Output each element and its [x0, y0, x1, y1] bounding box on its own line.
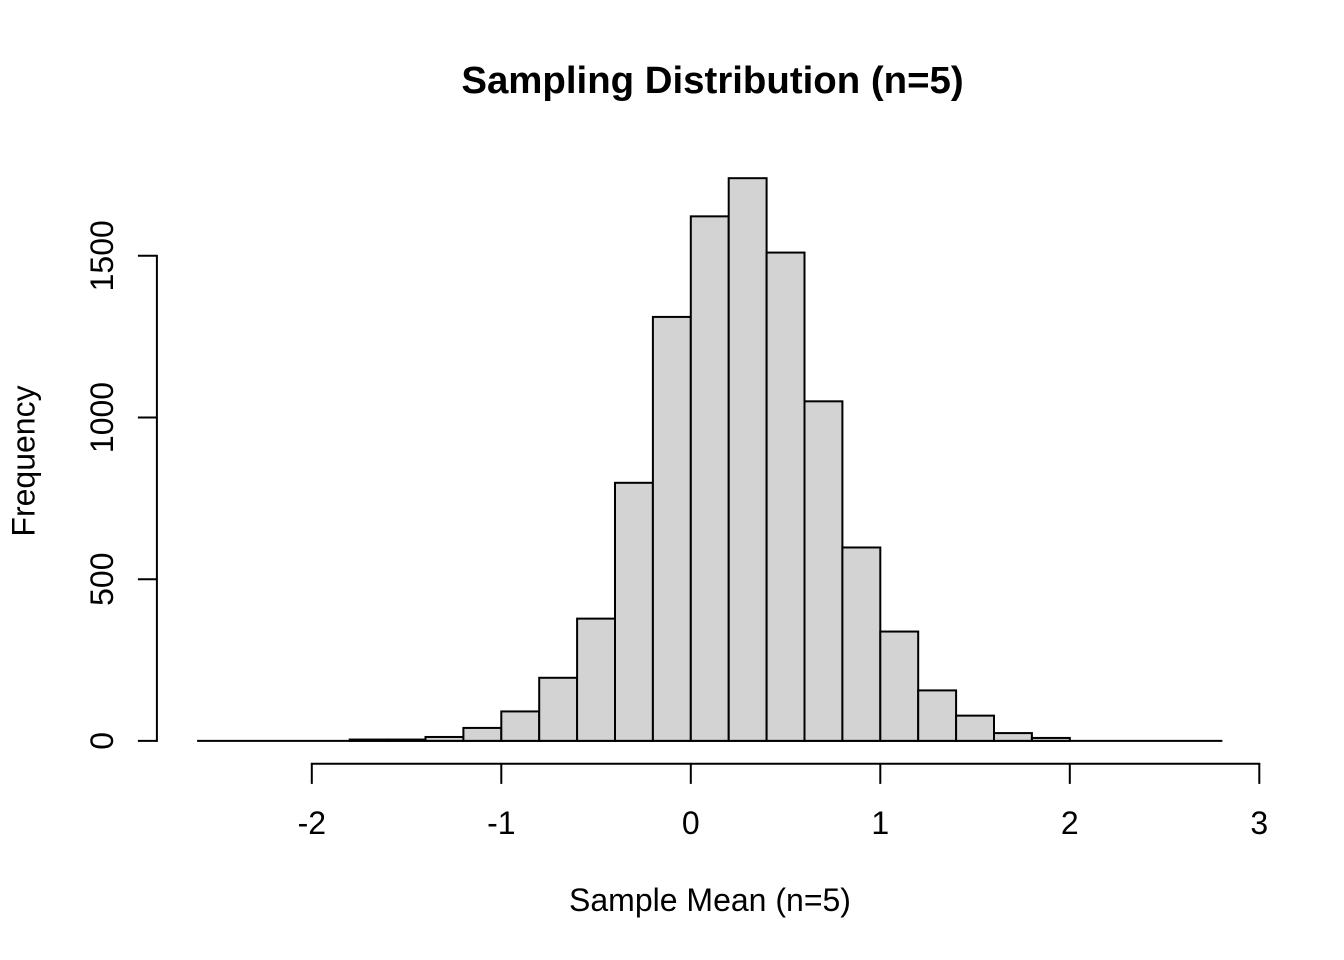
- svg-text:1000: 1000: [84, 382, 120, 453]
- svg-text:Sampling Distribution (n=5): Sampling Distribution (n=5): [461, 59, 963, 102]
- svg-text:2: 2: [1061, 805, 1079, 841]
- svg-text:0: 0: [682, 805, 700, 841]
- svg-text:Frequency: Frequency: [6, 385, 42, 536]
- svg-text:-2: -2: [298, 805, 326, 841]
- svg-text:500: 500: [84, 553, 120, 606]
- svg-text:1: 1: [871, 805, 889, 841]
- svg-text:3: 3: [1250, 805, 1268, 841]
- svg-text:1500: 1500: [84, 220, 120, 291]
- svg-text:0: 0: [84, 732, 120, 750]
- svg-text:-1: -1: [487, 805, 515, 841]
- svg-text:Sample Mean (n=5): Sample Mean (n=5): [569, 882, 851, 918]
